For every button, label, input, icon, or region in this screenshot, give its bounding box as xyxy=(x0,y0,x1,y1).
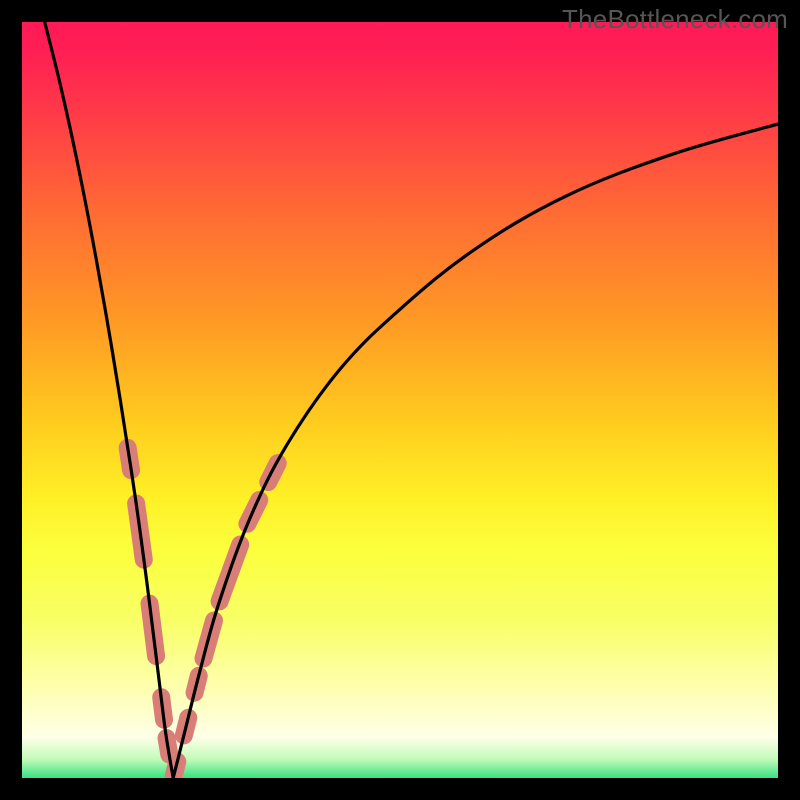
chart-container: TheBottleneck.com xyxy=(0,0,800,800)
bottleneck-chart xyxy=(0,0,800,800)
chart-plot-area xyxy=(22,22,778,778)
